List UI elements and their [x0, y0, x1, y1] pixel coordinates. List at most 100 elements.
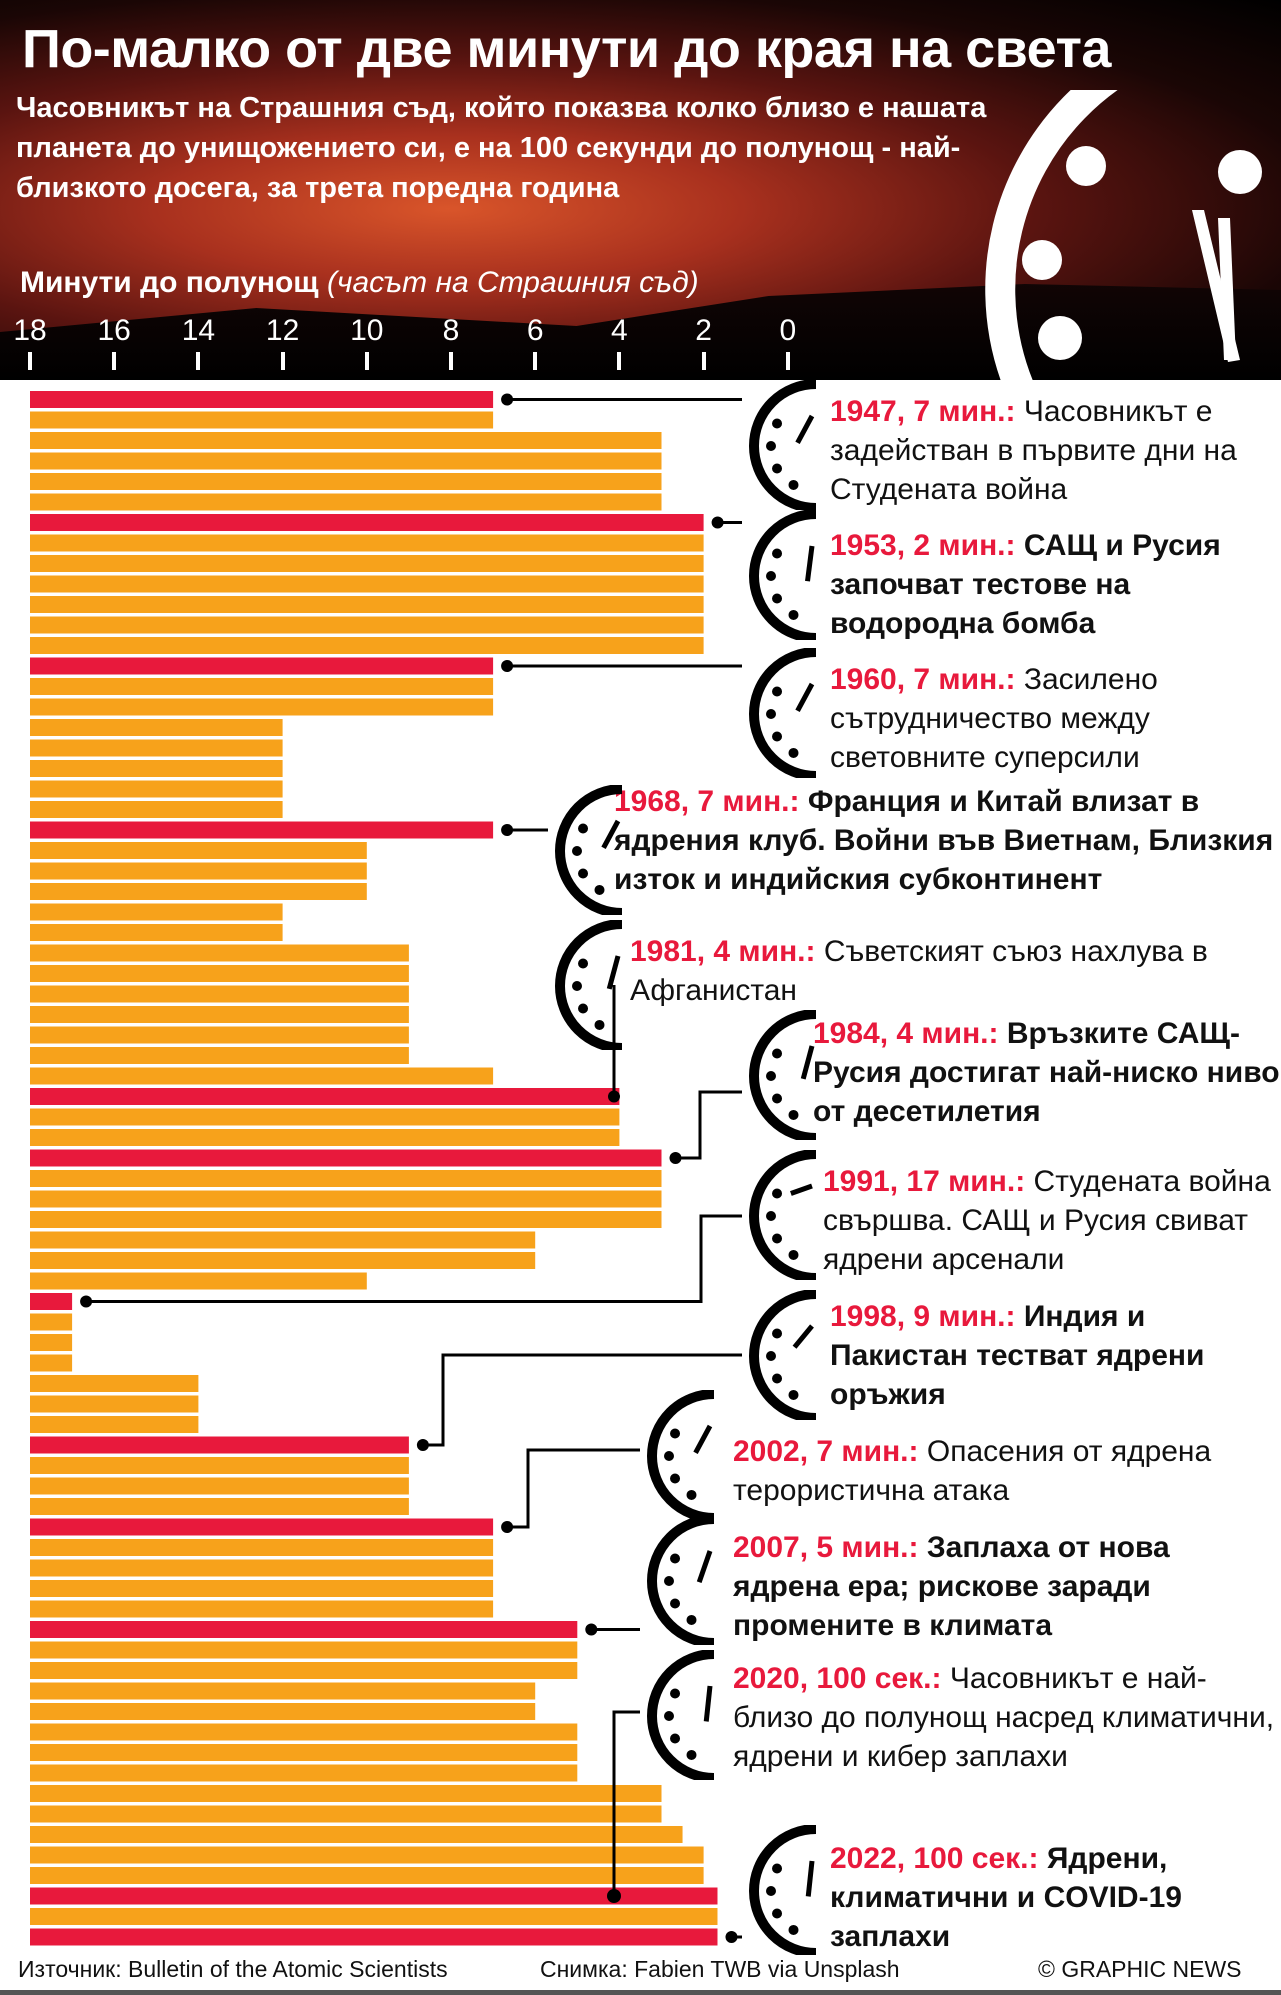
annotation-year: 1981, 4 мин.:: [630, 935, 816, 968]
bar-1957: [30, 596, 704, 613]
connector-dot-1991: [80, 1295, 93, 1308]
bar-2010: [30, 1682, 536, 1700]
axis-title-note: (часът на Страшния съд): [326, 266, 699, 299]
annotation-text: Ядрени, климатични и COVID-19 заплахи: [830, 1842, 1182, 1953]
page-title: По-малко от две минути до края на света: [22, 19, 1111, 79]
connector-line-1984: [675, 1090, 742, 1160]
annotation: 1968, 7 мин.: Франция и Китай влизат в я…: [614, 782, 1281, 899]
bar-2021: [30, 1908, 718, 1925]
annotation-year: 2007, 5 мин.:: [733, 1531, 919, 1564]
bar-2009: [30, 1662, 578, 1679]
bar-2001: [30, 1498, 409, 1515]
annotation-text: Заплаха от нова ядрена ера; рискове зара…: [733, 1531, 1170, 1642]
bar-1964: [30, 739, 283, 757]
bar-1966: [30, 780, 283, 798]
clock-icon: [555, 785, 623, 915]
bar-2020: [30, 1887, 718, 1905]
clock-icon: [647, 1650, 715, 1780]
bar-1990: [30, 1272, 367, 1290]
annotation: 1984, 4 мин.: Връзките САЩ-Русия достига…: [813, 1014, 1281, 1131]
bar-1976: [30, 985, 409, 1003]
bar-2005: [30, 1580, 494, 1597]
bar-1981: [30, 1088, 620, 1105]
clock-icon: [749, 380, 817, 510]
clock-icon: [749, 1150, 817, 1280]
annotation-year: 2020, 100 сек.:: [733, 1662, 942, 1695]
header-banner: По-малко от две минути до края на света …: [0, 0, 1281, 380]
bar-1989: [30, 1252, 536, 1269]
x-tick-mark: [280, 352, 285, 370]
clock-icon: [749, 510, 817, 640]
bar-2018: [30, 1846, 704, 1864]
bar-1970: [30, 862, 367, 880]
annotation-year: 1953, 2 мин.:: [830, 529, 1016, 562]
bar-1994: [30, 1354, 73, 1372]
x-tick-label: 8: [442, 314, 460, 347]
doomsday-clock-icon: [985, 90, 1262, 380]
bar-1953: [30, 514, 704, 531]
bar-1963: [30, 719, 283, 736]
bar-1971: [30, 883, 367, 900]
footer-divider: [0, 1990, 1281, 1995]
bar-2012: [30, 1723, 578, 1741]
bar-1960: [30, 657, 494, 675]
connector-dot-2020: [607, 1889, 621, 1903]
x-tick-label: 12: [265, 314, 300, 347]
x-tick-label: 6: [526, 314, 544, 347]
x-tick-mark: [112, 352, 117, 370]
bar-1968: [30, 821, 494, 839]
bar-2000: [30, 1477, 409, 1495]
bar-1969: [30, 842, 367, 859]
copyright: © GRAPHIC NEWS: [1038, 1956, 1242, 1982]
bar-1998: [30, 1436, 409, 1454]
clock-icon: [749, 1010, 817, 1140]
connector-line-1998: [422, 1353, 742, 1447]
bar-1974: [30, 944, 409, 962]
bar-1982: [30, 1108, 620, 1126]
annotation-year: 1968, 7 мин.:: [614, 785, 800, 818]
bar-1952: [30, 493, 662, 511]
annotation-text: Опасения от ядрена терористична атака: [733, 1435, 1212, 1507]
connector-dot-1960: [501, 660, 514, 672]
x-tick-mark: [701, 352, 706, 370]
annotation: 1960, 7 мин.: Засилено сътрудничество ме…: [830, 660, 1275, 777]
x-tick-mark: [364, 352, 369, 370]
annotation: 1947, 7 мин.: Часовникът е задействан в …: [830, 392, 1275, 509]
annotation-year: 1991, 17 мин.:: [823, 1165, 1026, 1198]
bar-1988: [30, 1231, 536, 1249]
x-tick-label: 14: [181, 314, 216, 347]
bar-2015: [30, 1785, 662, 1802]
x-tick-label: 10: [350, 314, 384, 347]
annotation: 1998, 9 мин.: Индия и Пакистан тестват я…: [830, 1297, 1275, 1414]
bar-1947: [30, 391, 494, 408]
annotation-text: Франция и Китай влизат в ядрения клуб. В…: [614, 785, 1274, 896]
bar-1977: [30, 1006, 409, 1023]
bar-1949: [30, 432, 662, 449]
annotation-text: Часовникът е най-близо до полунощ насред…: [733, 1662, 1275, 1773]
bar-1951: [30, 473, 662, 490]
bar-2017: [30, 1826, 683, 1843]
annotation: 2002, 7 мин.: Опасения от ядрена терорис…: [733, 1432, 1278, 1510]
annotation-text: Засилено сътрудничество между световните…: [830, 663, 1158, 774]
bar-1986: [30, 1190, 662, 1208]
bar-2011: [30, 1703, 536, 1720]
bar-2013: [30, 1744, 578, 1761]
clock-icon: [749, 1290, 817, 1420]
bar-1961: [30, 678, 494, 695]
bar-1996: [30, 1395, 199, 1413]
bar-1954: [30, 534, 704, 552]
connector-dot-2022: [725, 1931, 738, 1943]
annotation-text: Връзките САЩ-Русия достигат най-ниско ни…: [813, 1017, 1280, 1128]
bar-1955: [30, 555, 704, 572]
x-tick-mark: [533, 352, 538, 370]
x-tick-label: 2: [695, 314, 712, 347]
x-tick-mark: [617, 352, 622, 370]
annotation-text: САЩ и Русия започват тестове на водородн…: [830, 529, 1221, 640]
annotation-text: Съветският съюз нахлува в Афганистан: [630, 935, 1208, 1007]
annotation-year: 1998, 9 мин.:: [830, 1300, 1016, 1333]
bar-1975: [30, 965, 409, 982]
annotation-year: 2002, 7 мин.:: [733, 1435, 919, 1468]
clock-icon: [647, 1515, 715, 1645]
connector-dot-1998: [416, 1439, 429, 1451]
